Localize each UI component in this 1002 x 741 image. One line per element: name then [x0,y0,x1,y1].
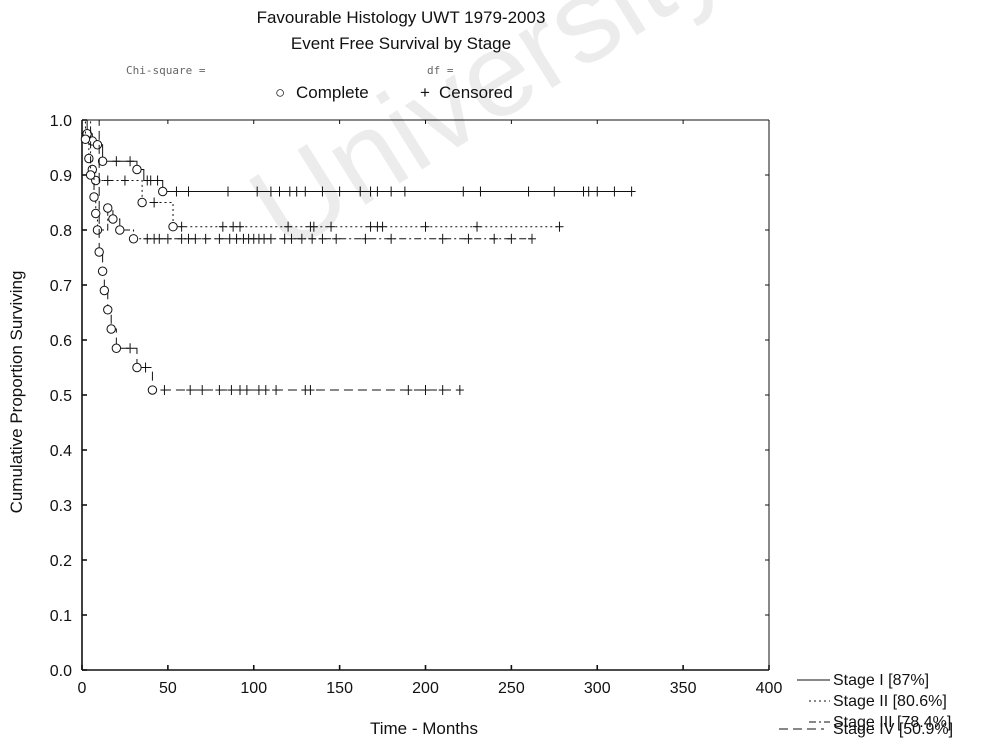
event-point [108,214,118,224]
x-axis-label: Time - Months [370,719,478,738]
event-point [84,153,94,164]
chart-subtitle: Event Free Survival by Stage [291,34,511,53]
event-point [97,156,108,166]
y-tick-label: 0.6 [50,333,72,350]
event-point [97,266,108,276]
event-point [99,285,110,296]
event-point [92,225,103,235]
y-tick-label: 0.1 [50,608,72,625]
legend-label: Stage IV [50.9%] [833,721,953,738]
legend-label: Stage III [78.4%] [833,714,951,731]
event-point [158,186,168,197]
complete-marker-icon: ○ [275,83,285,102]
x-tick-label: 400 [756,680,783,697]
y-axis-label: Cumulative Proportion Surviving [7,271,26,514]
y-tick-label: 0.3 [50,498,72,515]
event-point [147,385,158,395]
degrees-of-freedom-label: df = [427,64,454,77]
y-tick-label: 0.2 [50,553,72,570]
legend-label: Stage II [80.6%] [833,693,947,710]
x-tick-label: 100 [240,680,267,697]
event-point [106,324,116,334]
event-point [132,164,142,175]
legend-layer: Stage I [87%] Stage II [80.6%] Stage III [… [779,672,953,738]
axes-layer: 0 50 100 150 200 250 300 350 400 0.0 0.1 0.2 0.3 0.4 0… [50,113,783,697]
x-tick-label: 200 [412,680,439,697]
event-point [91,208,101,219]
y-tick-label: 0.7 [50,278,72,295]
event-point [128,234,139,244]
event-point [92,140,103,150]
x-tick-label: 300 [584,680,611,697]
x-tick-label: 250 [498,680,525,697]
event-point [94,247,104,257]
event-point [111,343,122,353]
legend-label: Stage I [87%] [833,672,929,689]
event-point [168,222,178,232]
x-tick-label: 50 [159,680,177,697]
event-point [132,362,142,373]
event-point [103,305,113,315]
y-tick-label: 0.8 [50,223,72,240]
y-tick-label: 0.4 [50,443,72,460]
y-tick-label: 0.0 [50,663,72,680]
x-tick-label: 150 [326,680,353,697]
curves-layer [80,119,636,396]
complete-label: Complete [296,83,369,102]
censored-label: Censored [439,83,513,102]
x-tick-label: 350 [670,680,697,697]
event-point [137,197,147,208]
series-stage-4 [82,119,464,396]
x-tick-label: 0 [78,680,87,697]
event-point [80,134,91,144]
series-stage-1 [82,119,636,197]
chart-title: Favourable Histology UWT 1979-2003 [257,8,546,27]
event-point [85,170,96,180]
y-tick-label: 0.9 [50,168,72,185]
series-stage-2 [80,119,564,232]
censored-marker-icon: + [420,83,430,102]
event-point [103,203,113,213]
y-tick-label: 0.5 [50,388,72,405]
series-stage-3 [82,119,536,244]
chi-square-label: Chi-square = [126,64,206,77]
event-point [89,192,99,202]
event-point [115,225,125,235]
y-tick-label: 1.0 [50,113,72,130]
